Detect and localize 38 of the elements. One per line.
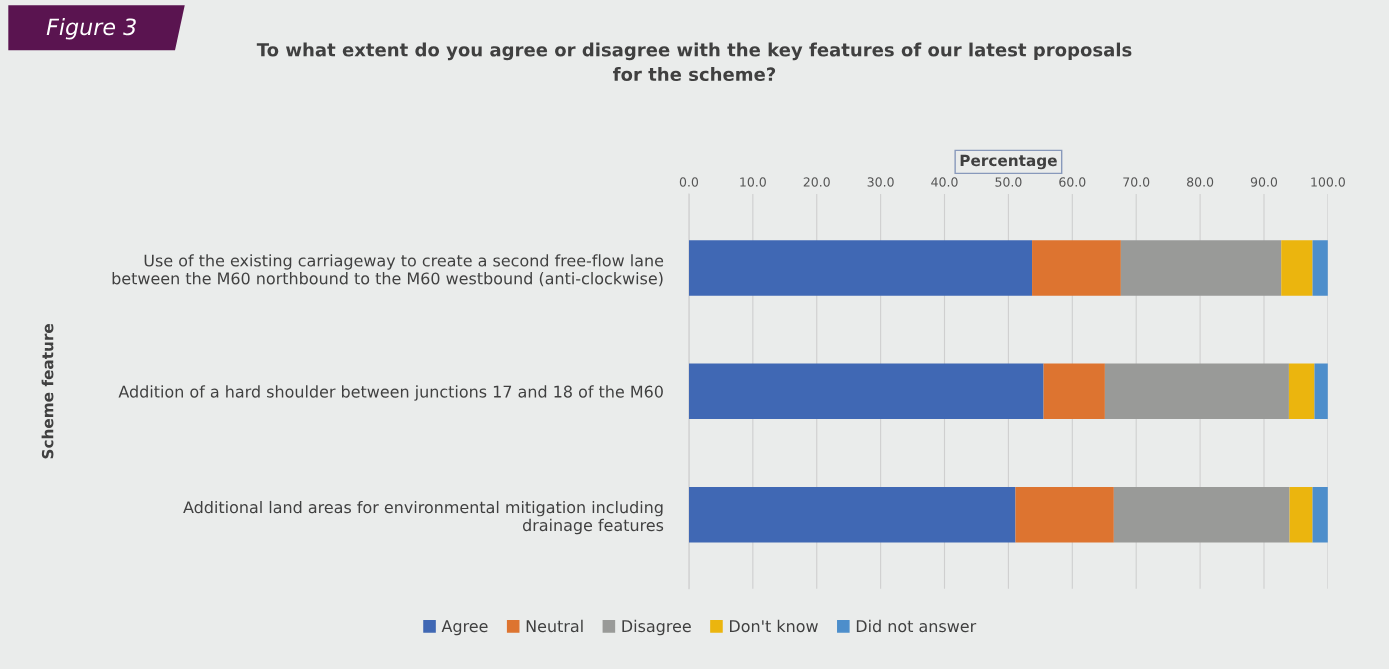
bar (1015, 486, 1114, 543)
bar (688, 240, 1033, 296)
bar (1043, 363, 1105, 420)
y-tick-label: Addition of a hard shoulder between junctions 17 and 18 of the M60 (118, 385, 663, 401)
bar (1289, 486, 1313, 543)
legend-label: Disagree (622, 619, 691, 636)
x-tick-label: 20.0 (803, 177, 830, 187)
y-tick-label: Additional land areas for environmental mitigation including drainage features (183, 500, 664, 535)
y-tick-label: Use of the existing carriageway to create a second free-flow lane between the M60 northbound to the M60 westbound (anti-clockwise) (112, 254, 664, 287)
x-tick-label: 40.0 (931, 177, 958, 187)
bar (1120, 240, 1282, 296)
bar (1104, 363, 1289, 420)
bar (1113, 486, 1290, 543)
bar (1288, 363, 1315, 420)
bar (688, 363, 1044, 420)
legend-label: Agree (441, 620, 488, 636)
x-tick-label: 50.0 (995, 177, 1022, 187)
bar (1312, 486, 1328, 543)
x-tick-label: 100.0 (1311, 177, 1345, 187)
legend-label: Did not answer (856, 619, 977, 633)
x-tick-label: 30.0 (867, 177, 894, 187)
x-axis-title: Percentage (960, 154, 1057, 170)
bar (1314, 363, 1328, 420)
legend-label: Don't know (730, 619, 818, 633)
x-tick-label: 0.0 (679, 177, 699, 187)
bar (1281, 240, 1313, 296)
x-tick-label: 80.0 (1187, 177, 1214, 187)
chart-title: To what extent do you agree or disagree with the key features of our latest proposals for the scheme? (256, 42, 1132, 82)
x-tick-label: 70.0 (1123, 177, 1150, 187)
bar (1312, 240, 1328, 296)
legend-label: Neutral (526, 619, 583, 633)
caption: Figure 3 (46, 18, 136, 40)
x-tick-label: 90.0 (1250, 177, 1278, 187)
x-tick-label: 60.0 (1059, 177, 1086, 187)
bar (688, 486, 1016, 543)
bar (1032, 240, 1121, 296)
x-tick-label: 10.0 (740, 177, 766, 187)
y-axis-title: Scheme feature (41, 323, 54, 459)
